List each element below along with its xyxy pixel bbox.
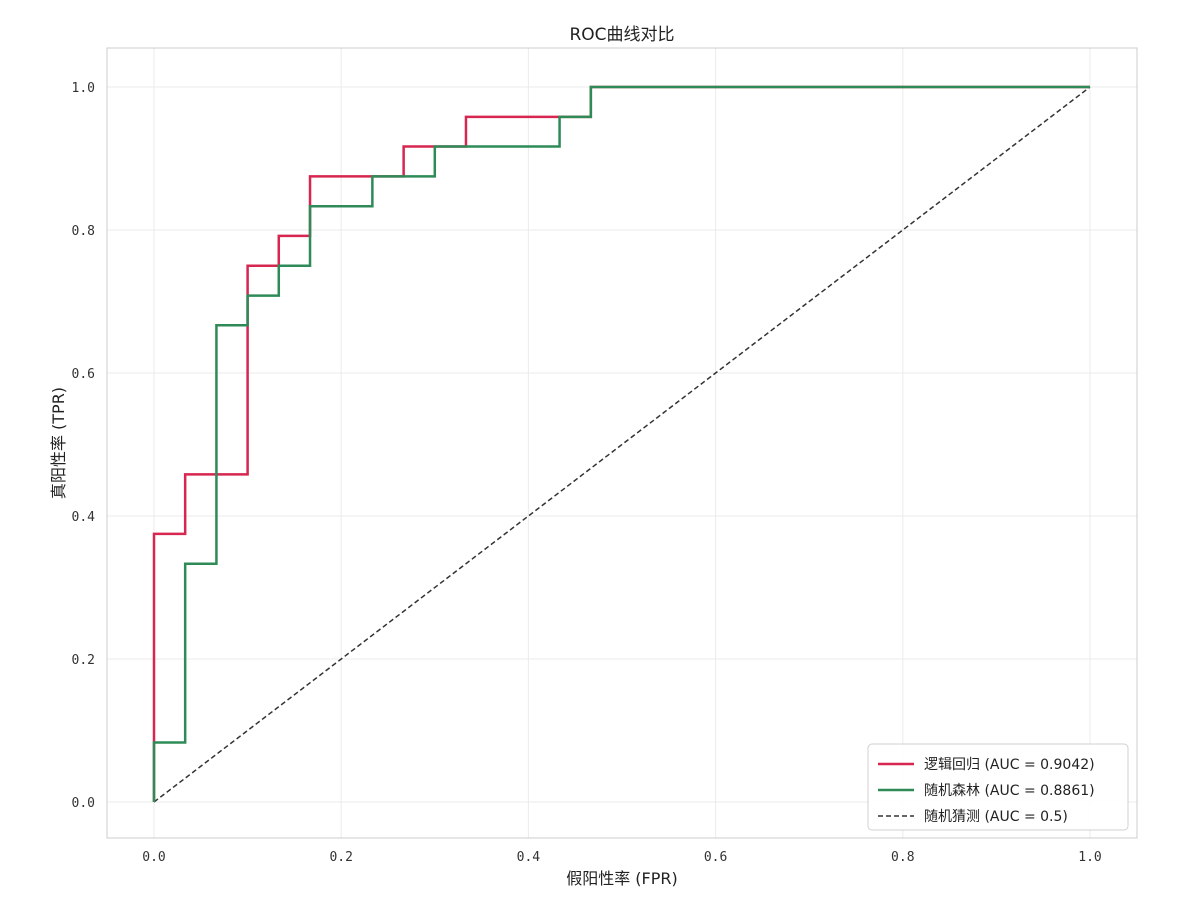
y-tick-label: 0.0 [72,796,95,811]
series-layer [152,85,1091,803]
legend-label: 随机猜测 (AUC = 0.5) [924,809,1068,825]
plot-area-frame [106,47,1138,839]
y-tick-label: 0.2 [72,653,95,668]
series-line-2 [152,85,1090,802]
grid-lines [107,48,1137,838]
y-tick-label: 0.6 [72,367,95,382]
x-tick-label: 0.2 [329,850,352,865]
x-axis-label: 假阳性率 (FPR) [566,869,678,888]
x-tick-label: 0.6 [704,850,727,865]
x-tick-label: 0.8 [891,850,914,865]
series-line-3 [153,86,1091,803]
y-tick-label: 0.8 [72,224,95,239]
x-tick-label: 0.0 [142,850,165,865]
y-axis-label: 真阳性率 (TPR) [49,387,68,499]
legend: 逻辑回归 (AUC = 0.9042) 随机森林 (AUC = 0.8861) 随机… [867,743,1129,831]
legend-label: 随机森林 (AUC = 0.8861) [924,783,1095,799]
chart-title: ROC曲线对比 [569,25,674,45]
y-tick-label: 0.4 [72,510,96,525]
x-tick-label: 0.4 [517,850,541,865]
y-tick-label: 1.0 [72,81,95,96]
legend-label: 逻辑回归 (AUC = 0.9042) [924,756,1095,773]
x-tick-label: 1.0 [1078,850,1101,865]
legend-box [867,743,1129,831]
tick-labels: 0.0 0.2 0.4 0.6 0.8 1.0 0.0 0.2 0.4 0.6 0.8 1.0 [72,81,1102,865]
